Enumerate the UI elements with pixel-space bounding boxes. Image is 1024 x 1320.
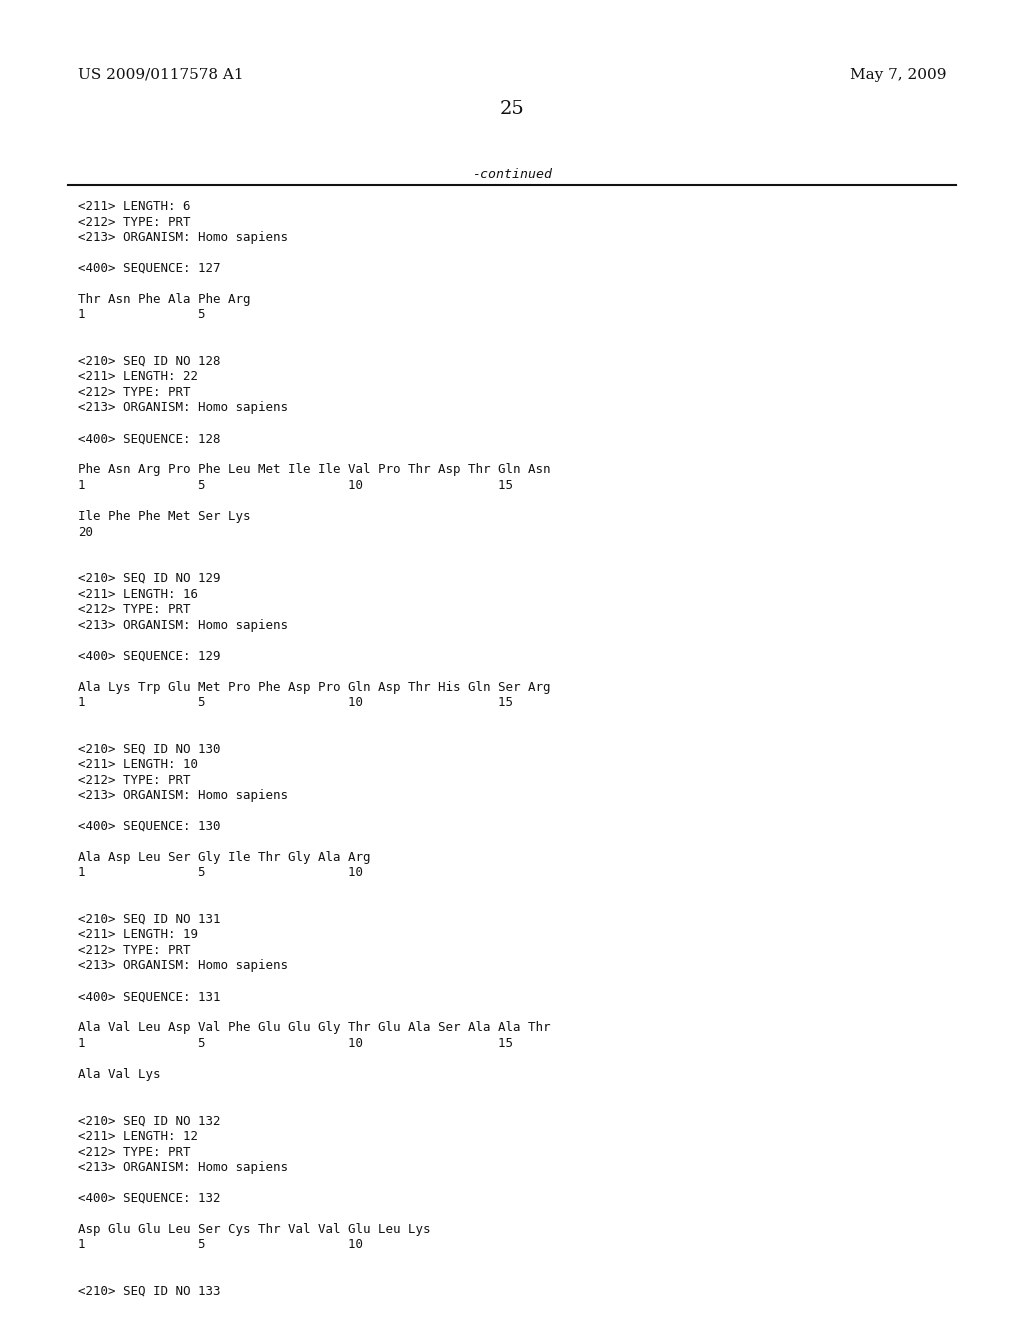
Text: <211> LENGTH: 6: <211> LENGTH: 6: [78, 201, 190, 213]
Text: 1               5                   10: 1 5 10: [78, 1238, 362, 1251]
Text: <212> TYPE: PRT: <212> TYPE: PRT: [78, 1146, 190, 1159]
Text: <210> SEQ ID NO 131: <210> SEQ ID NO 131: [78, 913, 220, 927]
Text: <400> SEQUENCE: 132: <400> SEQUENCE: 132: [78, 1192, 220, 1205]
Text: 1               5                   10: 1 5 10: [78, 866, 362, 879]
Text: Phe Asn Arg Pro Phe Leu Met Ile Ile Val Pro Thr Asp Thr Gln Asn: Phe Asn Arg Pro Phe Leu Met Ile Ile Val …: [78, 463, 551, 477]
Text: <400> SEQUENCE: 131: <400> SEQUENCE: 131: [78, 990, 220, 1003]
Text: <212> TYPE: PRT: <212> TYPE: PRT: [78, 774, 190, 787]
Text: <211> LENGTH: 10: <211> LENGTH: 10: [78, 758, 198, 771]
Text: Ala Lys Trp Glu Met Pro Phe Asp Pro Gln Asp Thr His Gln Ser Arg: Ala Lys Trp Glu Met Pro Phe Asp Pro Gln …: [78, 681, 551, 693]
Text: <212> TYPE: PRT: <212> TYPE: PRT: [78, 944, 190, 957]
Text: <400> SEQUENCE: 128: <400> SEQUENCE: 128: [78, 433, 220, 446]
Text: Thr Asn Phe Ala Phe Arg: Thr Asn Phe Ala Phe Arg: [78, 293, 251, 306]
Text: <210> SEQ ID NO 132: <210> SEQ ID NO 132: [78, 1114, 220, 1127]
Text: 1               5                   10                  15: 1 5 10 15: [78, 1038, 513, 1049]
Text: <210> SEQ ID NO 130: <210> SEQ ID NO 130: [78, 742, 220, 755]
Text: <211> LENGTH: 22: <211> LENGTH: 22: [78, 371, 198, 384]
Text: 1               5: 1 5: [78, 309, 206, 322]
Text: <210> SEQ ID NO 128: <210> SEQ ID NO 128: [78, 355, 220, 368]
Text: Ala Asp Leu Ser Gly Ile Thr Gly Ala Arg: Ala Asp Leu Ser Gly Ile Thr Gly Ala Arg: [78, 851, 371, 865]
Text: <400> SEQUENCE: 130: <400> SEQUENCE: 130: [78, 820, 220, 833]
Text: <213> ORGANISM: Homo sapiens: <213> ORGANISM: Homo sapiens: [78, 1162, 288, 1173]
Text: US 2009/0117578 A1: US 2009/0117578 A1: [78, 69, 244, 82]
Text: <400> SEQUENCE: 127: <400> SEQUENCE: 127: [78, 261, 220, 275]
Text: <212> TYPE: PRT: <212> TYPE: PRT: [78, 215, 190, 228]
Text: <213> ORGANISM: Homo sapiens: <213> ORGANISM: Homo sapiens: [78, 960, 288, 973]
Text: Asp Glu Glu Leu Ser Cys Thr Val Val Glu Leu Lys: Asp Glu Glu Leu Ser Cys Thr Val Val Glu …: [78, 1224, 430, 1236]
Text: Ala Val Lys: Ala Val Lys: [78, 1068, 161, 1081]
Text: <210> SEQ ID NO 129: <210> SEQ ID NO 129: [78, 572, 220, 585]
Text: <213> ORGANISM: Homo sapiens: <213> ORGANISM: Homo sapiens: [78, 619, 288, 631]
Text: <210> SEQ ID NO 133: <210> SEQ ID NO 133: [78, 1284, 220, 1298]
Text: <400> SEQUENCE: 129: <400> SEQUENCE: 129: [78, 649, 220, 663]
Text: -continued: -continued: [472, 168, 552, 181]
Text: <212> TYPE: PRT: <212> TYPE: PRT: [78, 385, 190, 399]
Text: Ile Phe Phe Met Ser Lys: Ile Phe Phe Met Ser Lys: [78, 510, 251, 523]
Text: 20: 20: [78, 525, 93, 539]
Text: 1               5                   10                  15: 1 5 10 15: [78, 479, 513, 492]
Text: 1               5                   10                  15: 1 5 10 15: [78, 696, 513, 709]
Text: <213> ORGANISM: Homo sapiens: <213> ORGANISM: Homo sapiens: [78, 789, 288, 803]
Text: Ala Val Leu Asp Val Phe Glu Glu Gly Thr Glu Ala Ser Ala Ala Thr: Ala Val Leu Asp Val Phe Glu Glu Gly Thr …: [78, 1022, 551, 1035]
Text: <211> LENGTH: 19: <211> LENGTH: 19: [78, 928, 198, 941]
Text: <211> LENGTH: 16: <211> LENGTH: 16: [78, 587, 198, 601]
Text: May 7, 2009: May 7, 2009: [850, 69, 946, 82]
Text: <212> TYPE: PRT: <212> TYPE: PRT: [78, 603, 190, 616]
Text: <213> ORGANISM: Homo sapiens: <213> ORGANISM: Homo sapiens: [78, 401, 288, 414]
Text: <211> LENGTH: 12: <211> LENGTH: 12: [78, 1130, 198, 1143]
Text: 25: 25: [500, 100, 524, 117]
Text: <213> ORGANISM: Homo sapiens: <213> ORGANISM: Homo sapiens: [78, 231, 288, 244]
